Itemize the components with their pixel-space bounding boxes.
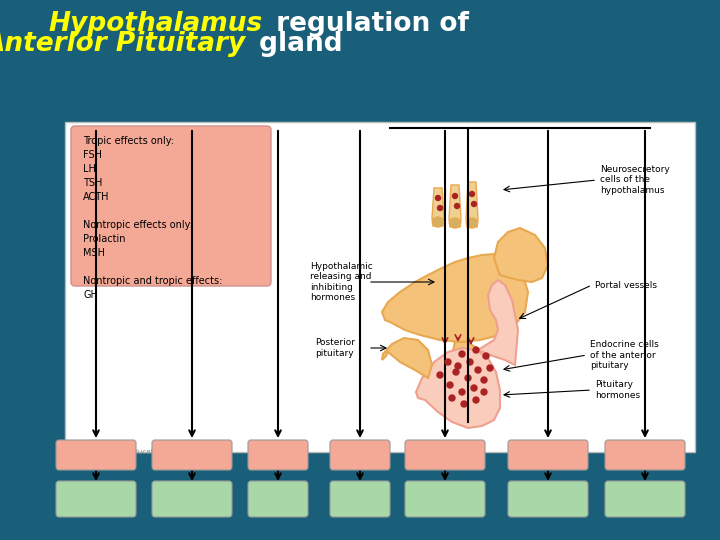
FancyBboxPatch shape	[152, 481, 232, 517]
Text: HORMONE: HORMONE	[70, 450, 122, 460]
Text: Mammary
glands: Mammary glands	[422, 488, 468, 508]
FancyBboxPatch shape	[152, 440, 232, 470]
Ellipse shape	[467, 218, 477, 228]
Text: Melanocytes: Melanocytes	[518, 494, 578, 503]
Circle shape	[469, 192, 474, 197]
Circle shape	[483, 353, 489, 359]
Text: Testes or
ovaries: Testes or ovaries	[171, 488, 214, 508]
Circle shape	[459, 389, 465, 395]
FancyBboxPatch shape	[248, 440, 308, 470]
FancyBboxPatch shape	[605, 440, 685, 470]
Text: Endocrine cells
of the anterior
pituitary: Endocrine cells of the anterior pituitar…	[590, 340, 659, 370]
Circle shape	[481, 389, 487, 395]
Circle shape	[487, 365, 493, 371]
Circle shape	[455, 363, 461, 369]
Circle shape	[459, 351, 465, 357]
Ellipse shape	[449, 218, 461, 228]
Text: ©2011 Pearson Education, Inc.: ©2011 Pearson Education, Inc.	[72, 448, 181, 455]
Text: regulation of: regulation of	[267, 11, 469, 37]
Circle shape	[472, 201, 477, 206]
Text: Hypothalamic
releasing and
inhibiting
hormones: Hypothalamic releasing and inhibiting ho…	[310, 262, 373, 302]
Polygon shape	[466, 182, 478, 227]
Circle shape	[437, 372, 443, 378]
FancyBboxPatch shape	[405, 440, 485, 470]
Circle shape	[445, 359, 451, 365]
Circle shape	[481, 377, 487, 383]
Polygon shape	[494, 228, 548, 282]
Circle shape	[449, 395, 455, 401]
FancyBboxPatch shape	[508, 440, 588, 470]
Text: Adrenal
cortex: Adrenal cortex	[341, 488, 379, 508]
Circle shape	[438, 206, 443, 211]
Text: Anterior Pituitary: Anterior Pituitary	[0, 31, 246, 57]
Text: Hypothalamus: Hypothalamus	[49, 11, 263, 37]
Text: Liver, bones,
other tissues: Liver, bones, other tissues	[614, 488, 676, 508]
FancyBboxPatch shape	[605, 481, 685, 517]
Circle shape	[465, 375, 471, 381]
Ellipse shape	[433, 217, 444, 227]
Circle shape	[461, 401, 467, 407]
FancyBboxPatch shape	[71, 126, 271, 286]
Polygon shape	[382, 254, 528, 342]
Text: ACTH: ACTH	[346, 450, 374, 460]
Polygon shape	[416, 348, 500, 428]
Circle shape	[453, 369, 459, 375]
FancyBboxPatch shape	[248, 481, 308, 517]
Polygon shape	[382, 338, 432, 378]
FancyBboxPatch shape	[330, 481, 390, 517]
Circle shape	[452, 193, 457, 199]
Polygon shape	[432, 188, 444, 226]
Text: FSH and LH: FSH and LH	[165, 450, 219, 460]
Circle shape	[473, 347, 479, 353]
Circle shape	[447, 382, 453, 388]
Text: MSH: MSH	[536, 450, 559, 460]
Text: Posterior
pituitary: Posterior pituitary	[315, 338, 355, 357]
Text: Prolactin: Prolactin	[423, 450, 467, 460]
FancyBboxPatch shape	[508, 481, 588, 517]
FancyBboxPatch shape	[56, 440, 136, 470]
FancyBboxPatch shape	[405, 481, 485, 517]
Text: Thyroid: Thyroid	[260, 494, 296, 503]
Circle shape	[471, 385, 477, 391]
Circle shape	[436, 195, 441, 200]
Text: TARGET: TARGET	[78, 494, 114, 503]
Text: Portal vessels: Portal vessels	[595, 280, 657, 289]
FancyBboxPatch shape	[65, 122, 695, 452]
Polygon shape	[449, 185, 461, 227]
FancyBboxPatch shape	[56, 481, 136, 517]
Polygon shape	[478, 280, 518, 365]
FancyBboxPatch shape	[330, 440, 390, 470]
Circle shape	[475, 367, 481, 373]
Polygon shape	[448, 342, 482, 400]
Text: TSH: TSH	[268, 450, 288, 460]
Circle shape	[467, 359, 473, 365]
Text: GH: GH	[637, 450, 652, 460]
Text: gland: gland	[250, 31, 343, 57]
Text: Neurosecretory
cells of the
hypothalamus: Neurosecretory cells of the hypothalamus	[600, 165, 670, 195]
Text: Pituitary
hormones: Pituitary hormones	[595, 380, 640, 400]
Text: Tropic effects only:
FSH
LH
TSH
ACTH

Nontropic effects only:
Prolactin
MSH

Non: Tropic effects only: FSH LH TSH ACTH Non…	[83, 136, 222, 300]
Circle shape	[473, 397, 479, 403]
Circle shape	[454, 204, 459, 208]
